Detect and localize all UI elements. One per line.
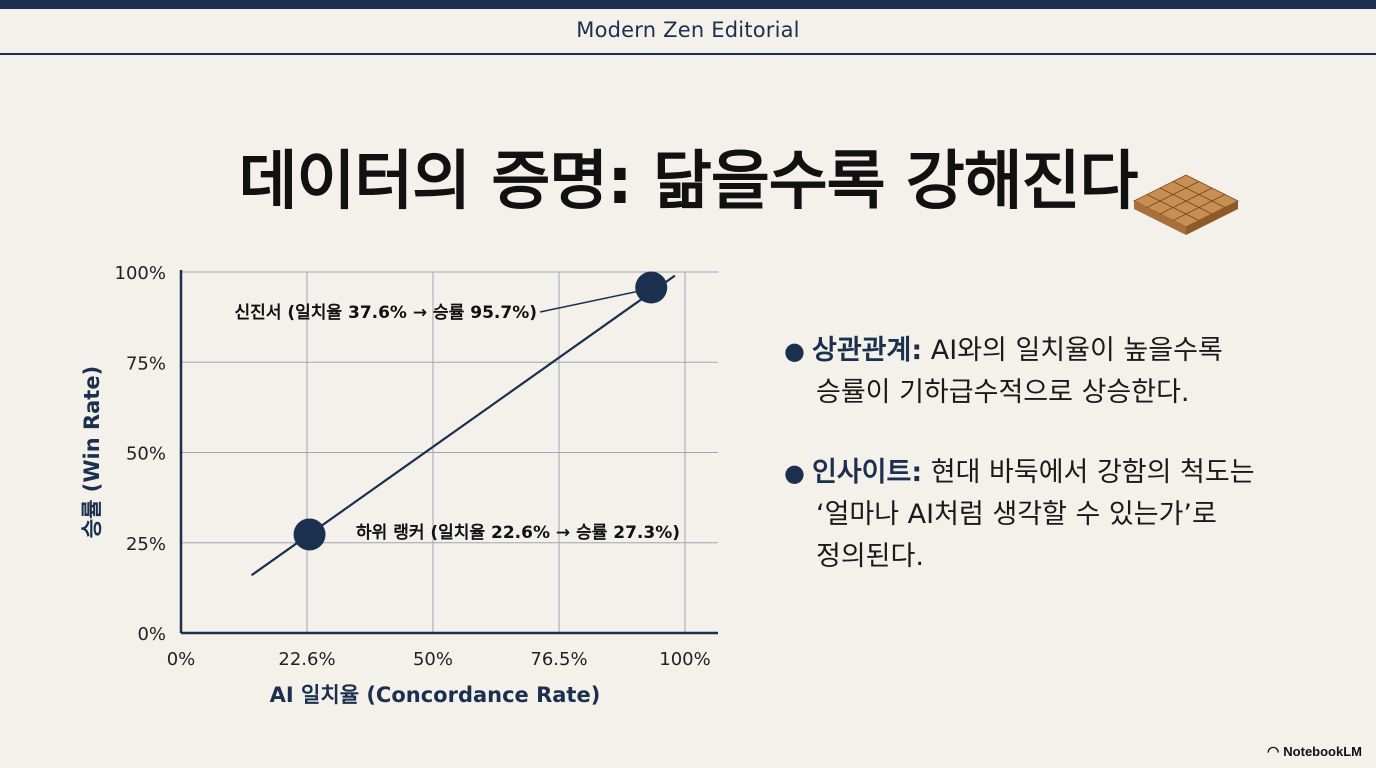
y-tick-label: 75%	[126, 353, 166, 374]
data-point-label: 하위 랭커 (일치율 22.6% → 승률 27.3%)	[356, 523, 680, 543]
header-divider	[0, 53, 1376, 55]
x-tick-label: 22.6%	[278, 649, 335, 670]
bullet-term: 인사이트:	[812, 457, 923, 488]
win-rate-scatter-chart: 0% 25% 50% 75% 100% 0% 22.6% 50% 76.5% 100% 하위 랭커…	[80, 263, 718, 707]
bullet-term: 상관관계:	[812, 335, 923, 366]
bullet-text-line2: 승률이 기하급수적으로 상승한다.	[816, 377, 1190, 408]
x-tick-label: 100%	[659, 649, 710, 670]
data-points: 하위 랭커 (일치율 22.6% → 승률 27.3%) 신진서 (일치율 37.…	[235, 271, 680, 551]
y-tick-label: 0%	[137, 624, 166, 645]
bullet-dot-icon: ●	[784, 337, 805, 365]
brand-name: NotebookLM	[1283, 744, 1362, 759]
y-tick-label: 50%	[126, 444, 166, 465]
bullet-text-line2: ‘얼마나 AI처럼 생각할 수 있는가’로	[816, 499, 1217, 530]
data-point-marker	[293, 518, 326, 551]
x-axis-label: AI 일치율 (Concordance Rate)	[270, 683, 601, 707]
x-tick-label: 0%	[167, 649, 196, 670]
data-point-label: 신진서 (일치율 37.6% → 승률 95.7%)	[235, 303, 537, 323]
y-tick-label: 100%	[115, 263, 166, 284]
bullet-text: AI와의 일치율이 높을수록	[922, 335, 1223, 366]
callout-leader	[539, 290, 638, 313]
chart-axes	[179, 270, 718, 635]
top-accent-bar	[0, 0, 1376, 9]
notebooklm-brand: ◠ NotebookLM	[1267, 743, 1362, 760]
slide-title: 데이터의 증명: 닮을수록 강해진다	[238, 145, 1139, 219]
bullet-correlation: ● 상관관계: AI와의 일치율이 높을수록 승률이 기하급수적으로 상승한다.	[782, 330, 1342, 414]
chart-grid	[181, 271, 718, 633]
header-title: Modern Zen Editorial	[576, 18, 800, 42]
bullet-text: 현대 바둑에서 강함의 척도는	[922, 457, 1255, 488]
bullet-insight: ● 인사이트: 현대 바둑에서 강함의 척도는 ‘얼마나 AI처럼 생각할 수 …	[782, 452, 1342, 578]
x-tick-label: 76.5%	[530, 649, 587, 670]
bullet-text-line3: 정의된다.	[816, 541, 924, 572]
y-axis-label: 승률 (Win Rate)	[80, 366, 104, 538]
insight-list: ● 상관관계: AI와의 일치율이 높을수록 승률이 기하급수적으로 상승한다.…	[782, 330, 1342, 578]
tick-labels: 0% 25% 50% 75% 100% 0% 22.6% 50% 76.5% 100%	[115, 263, 711, 670]
go-board-icon	[1132, 174, 1240, 235]
notebooklm-logo-icon: ◠	[1267, 743, 1280, 759]
x-tick-label: 50%	[413, 649, 453, 670]
bullet-dot-icon: ●	[784, 459, 805, 487]
data-point-marker	[635, 271, 668, 304]
y-tick-label: 25%	[126, 534, 166, 555]
